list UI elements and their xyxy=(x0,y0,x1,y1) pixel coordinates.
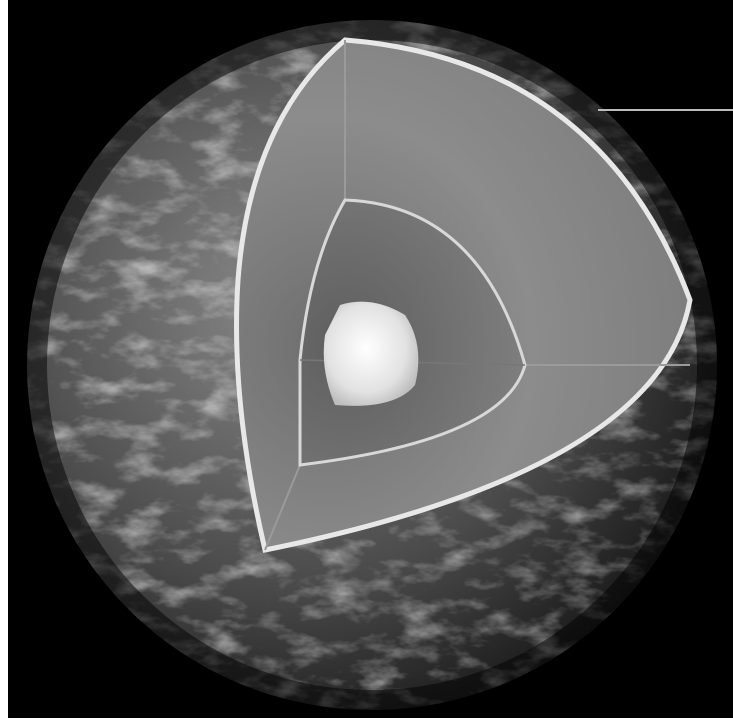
inner-core xyxy=(323,301,419,406)
cut-edges xyxy=(264,40,690,551)
